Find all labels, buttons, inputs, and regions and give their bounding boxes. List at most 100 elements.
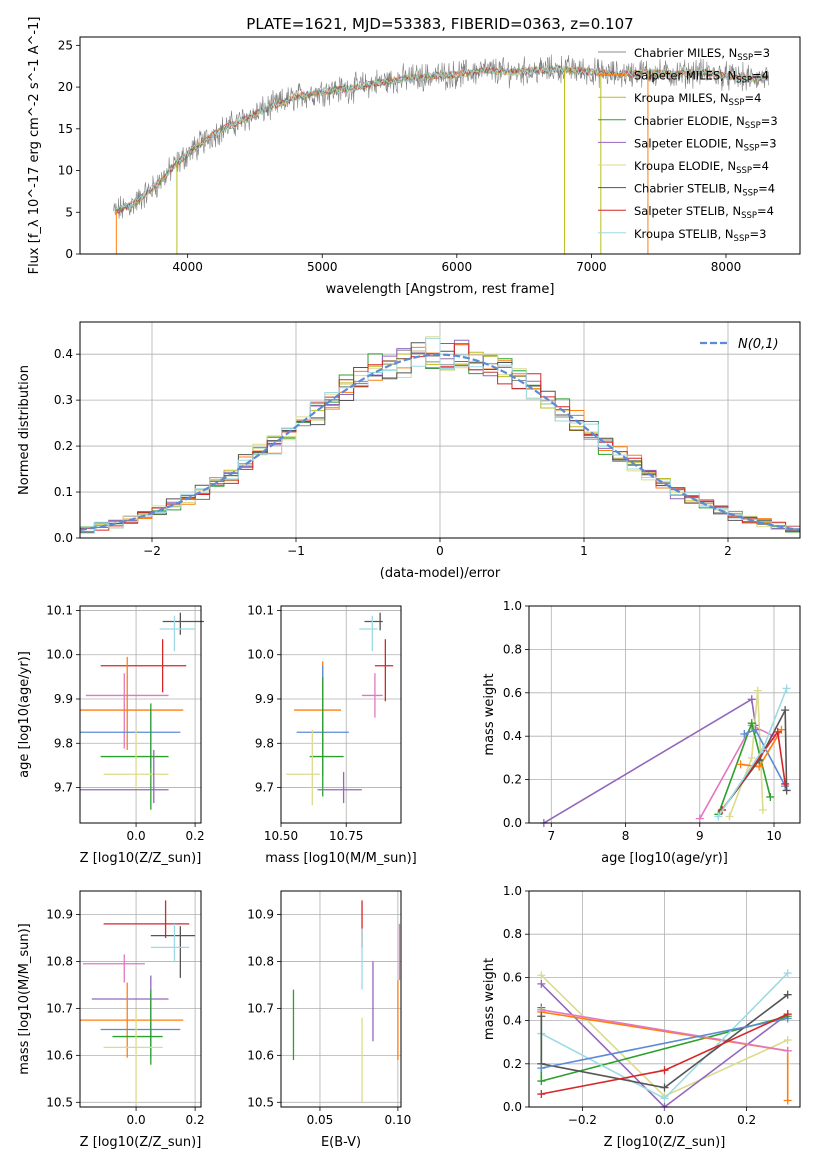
y-tick-label: 0.4 xyxy=(54,347,73,361)
y-tick-label: 1.0 xyxy=(503,884,522,898)
legend-label: Kroupa ELODIE, NSSP=4 xyxy=(634,159,769,176)
x-tick-label: 0.2 xyxy=(737,1113,756,1127)
y-tick-label: 0.0 xyxy=(503,816,522,830)
y-tick-label: 10.1 xyxy=(247,603,274,617)
plot-frame xyxy=(280,890,402,1108)
weight-path xyxy=(540,994,789,1089)
weight-marker xyxy=(660,1066,669,1075)
panel-Z-vs-age: 0.0 0.2 9.7 9.8 9.9 10.0 10.1 Z [log10(Z/Z_sun)… xyxy=(17,603,205,866)
y-tick-label: 1.0 xyxy=(503,599,522,613)
y-axis-label: mass weight xyxy=(482,673,497,755)
errorbar-point xyxy=(100,639,187,693)
plot-frame xyxy=(528,605,801,824)
legend-label: N(0,1) xyxy=(738,337,779,352)
y-tick-label: 9.8 xyxy=(54,736,73,750)
x-tick-label: 8 xyxy=(622,829,630,843)
errorbar-point xyxy=(103,1009,163,1104)
y-tick-label: 15 xyxy=(58,122,73,136)
weight-line xyxy=(537,990,792,1092)
x-tick-label: 0.10 xyxy=(385,1113,412,1127)
weight-marker xyxy=(783,1046,792,1055)
errorbar-point xyxy=(112,989,163,1065)
y-tick-label: 10.8 xyxy=(46,954,73,968)
gaussian-curve xyxy=(79,353,801,531)
plot-background xyxy=(80,606,201,823)
legend-label: Salpeter ELODIE, NSSP=3 xyxy=(634,136,777,153)
legend-label: Salpeter STELIB, NSSP=4 xyxy=(634,204,774,221)
weight-line xyxy=(725,686,767,821)
x-tick-label: 0 xyxy=(436,544,444,558)
legend-label: Salpeter MILES, NSSP=4 xyxy=(634,69,769,86)
weight-marker xyxy=(747,719,756,728)
legend-label: Chabrier ELODIE, NSSP=3 xyxy=(634,114,778,131)
legend-subscript: SSP xyxy=(734,234,750,244)
weight-line xyxy=(714,684,791,821)
weight-marker xyxy=(537,1012,546,1021)
x-tick-label: −0.2 xyxy=(568,1113,597,1127)
y-axis-label: age [log10(age/yr)] xyxy=(17,651,32,778)
weight-marker xyxy=(537,971,546,980)
y-axis-label: mass [log10(M/M_sun)] xyxy=(17,923,32,1075)
legend-label-tail: =4 xyxy=(752,159,769,173)
weight-marker xyxy=(714,812,723,821)
x-axis-label: Z [log10(Z/Z_sun)] xyxy=(80,1135,202,1150)
weight-marker xyxy=(783,1096,792,1105)
y-tick-label: 10.6 xyxy=(247,1048,274,1062)
weight-marker xyxy=(537,1090,546,1099)
x-tick-label: 0.0 xyxy=(655,1113,674,1127)
y-tick-label: 9.9 xyxy=(255,692,274,706)
legend: Chabrier MILES, NSSP=3 Salpeter MILES, NS… xyxy=(598,46,778,244)
legend-label-tail: =3 xyxy=(761,114,778,128)
errorbar-point xyxy=(364,612,383,631)
weight-marker xyxy=(782,786,791,795)
y-tick-label: 25 xyxy=(58,38,73,52)
y-tick-label: 10.9 xyxy=(247,907,274,921)
plot-background xyxy=(281,606,401,823)
y-tick-label: 0.4 xyxy=(503,729,522,743)
spectrum-model xyxy=(114,64,768,211)
legend-label: Kroupa STELIB, NSSP=3 xyxy=(634,227,766,244)
legend-label-tail: =4 xyxy=(757,204,774,218)
weight-marker xyxy=(751,725,760,734)
weight-marker xyxy=(758,805,767,814)
errorbar-point xyxy=(162,612,204,635)
x-tick-label: 0.0 xyxy=(127,829,146,843)
errorbar-point xyxy=(361,673,383,718)
x-tick-label: 7000 xyxy=(576,260,607,274)
panel-age-vs-weight: 7 8 9 10 0.0 0.2 0.4 0.6 0.8 1.0 age [log10(age/yr… xyxy=(482,599,801,866)
x-axis-label: E(B-V) xyxy=(321,1135,361,1150)
errorbar-point xyxy=(80,656,184,750)
errorbar-point xyxy=(100,703,169,810)
weight-marker xyxy=(660,1083,669,1092)
errorbar-point xyxy=(82,954,145,983)
grid xyxy=(80,606,201,823)
plot-frame xyxy=(528,890,801,1108)
legend-label-tail: =3 xyxy=(760,136,777,150)
plot-frame xyxy=(79,605,202,824)
histogram-series xyxy=(79,337,800,538)
x-axis-label: Z [log10(Z/Z_sun)] xyxy=(604,1135,726,1150)
legend-subscript: SSP xyxy=(729,98,745,108)
weight-path xyxy=(728,690,764,817)
x-tick-label: 1 xyxy=(580,544,588,558)
spectrum-model xyxy=(114,65,768,215)
x-tick-label: 4000 xyxy=(172,260,203,274)
y-tick-label: 10.0 xyxy=(247,648,274,662)
errorbar-point xyxy=(309,676,344,797)
errorbar-point xyxy=(374,639,394,702)
weight-marker xyxy=(783,1036,792,1045)
legend-label: Chabrier MILES, NSSP=3 xyxy=(634,46,770,63)
panel-Z-vs-weight: −0.2 0.0 0.2 0.0 0.2 0.4 0.6 0.8 1.0 Z [log10(Z/Z… xyxy=(482,884,801,1150)
weight-marker xyxy=(781,779,790,788)
y-tick-label: 10.7 xyxy=(46,1001,73,1015)
x-tick-label: 10.50 xyxy=(264,829,298,843)
errorbars xyxy=(292,900,401,1103)
x-tick-label: 6000 xyxy=(442,260,473,274)
y-axis-label: mass weight xyxy=(482,958,497,1040)
x-axis-label: mass [log10(M/M_sun)] xyxy=(265,851,417,866)
x-tick-label: 0.05 xyxy=(307,1113,334,1127)
errorbars xyxy=(286,612,394,806)
weight-marker xyxy=(747,695,756,704)
errorbar-point xyxy=(150,926,196,978)
